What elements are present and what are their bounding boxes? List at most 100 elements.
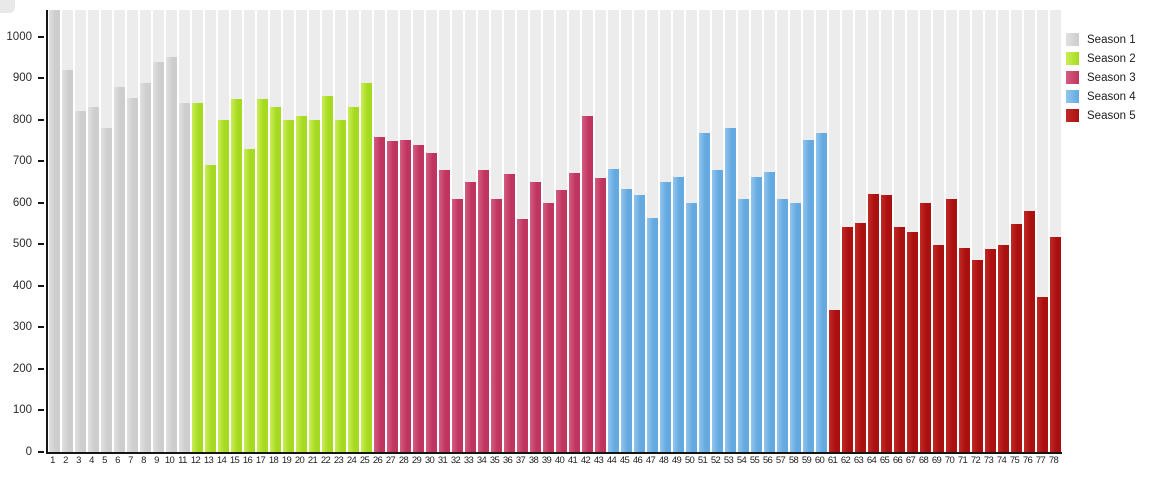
x-tick-label: 34 (476, 455, 487, 466)
bar-column (179, 10, 191, 452)
x-tick-label: 75 (1009, 455, 1020, 466)
bar (712, 170, 724, 452)
bar-column (959, 10, 971, 452)
bar-column (114, 10, 126, 452)
bar-column (920, 10, 932, 452)
bar (257, 99, 269, 452)
bar (270, 107, 282, 452)
x-tick-label: 77 (1035, 455, 1046, 466)
x-tick-label: 8 (141, 455, 146, 466)
bar (816, 132, 828, 452)
bar (1050, 236, 1062, 452)
bar-column (699, 10, 711, 452)
y-tick-mark (38, 451, 44, 453)
bar-column (127, 10, 139, 452)
bar (920, 202, 932, 452)
bar-column (205, 10, 217, 452)
bar-column (218, 10, 230, 452)
bar-column (894, 10, 906, 452)
bar-column (504, 10, 516, 452)
y-tick-label: 0 (25, 446, 32, 458)
bar-column (907, 10, 919, 452)
x-tick-label: 14 (216, 455, 227, 466)
x-tick-label: 11 (178, 455, 187, 466)
x-tick-label: 37 (515, 455, 526, 466)
legend-swatch (1066, 52, 1079, 65)
x-tick-label: 29 (411, 455, 422, 466)
bar-column (621, 10, 633, 452)
bar (855, 223, 867, 452)
x-tick-label: 73 (983, 455, 994, 466)
y-tick-label: 300 (12, 321, 32, 334)
bar (361, 83, 373, 452)
bar (88, 106, 100, 452)
bar-column (465, 10, 477, 452)
x-tick-label: 1 (50, 455, 55, 466)
bar-column (75, 10, 87, 452)
legend-swatch (1066, 90, 1079, 103)
bar-column (660, 10, 672, 452)
bar (777, 198, 789, 452)
bar (166, 57, 178, 452)
x-tick-label: 65 (879, 455, 890, 466)
x-tick-label: 69 (931, 455, 942, 466)
legend-row: Season 1 (1066, 30, 1136, 49)
bar (582, 115, 594, 452)
bar (231, 99, 243, 452)
y-tick-label: 900 (12, 72, 32, 85)
bar-column (530, 10, 542, 452)
x-tick-label: 28 (398, 455, 409, 466)
bar-column (855, 10, 867, 452)
x-tick-label: 2 (63, 455, 68, 466)
x-tick-label: 49 (671, 455, 682, 466)
x-tick-label: 42 (580, 455, 591, 466)
bar-column (1024, 10, 1036, 452)
x-tick-label: 15 (229, 455, 240, 466)
bar (179, 103, 191, 452)
bar-column (283, 10, 295, 452)
x-tick-label: 30 (424, 455, 435, 466)
bar-column (608, 10, 620, 452)
bar (218, 119, 230, 452)
x-tick-label: 76 (1022, 455, 1033, 466)
x-tick-label: 35 (489, 455, 500, 466)
x-tick-label: 25 (359, 455, 370, 466)
bar-column (140, 10, 152, 452)
bar (62, 69, 74, 452)
bar (140, 82, 152, 452)
x-tick-label: 64 (866, 455, 877, 466)
x-tick-label: 32 (450, 455, 461, 466)
x-tick-label: 39 (541, 455, 552, 466)
bar (452, 199, 464, 452)
x-tick-label: 36 (502, 455, 513, 466)
y-tick-label: 200 (12, 362, 32, 375)
bar (660, 181, 672, 452)
bar-column (153, 10, 165, 452)
x-tick-label: 55 (749, 455, 760, 466)
bar-column (62, 10, 74, 452)
x-tick-label: 51 (697, 455, 708, 466)
y-tick-label: 500 (12, 238, 32, 251)
bar-column (517, 10, 529, 452)
bar (842, 227, 854, 452)
bar-column (829, 10, 841, 452)
x-tick-label: 13 (203, 455, 214, 466)
x-tick-label: 52 (710, 455, 721, 466)
x-tick-label: 20 (294, 455, 305, 466)
x-tick-label: 53 (723, 455, 734, 466)
bar (530, 181, 542, 452)
y-tick-mark (38, 284, 44, 287)
y-tick-mark (38, 77, 44, 80)
x-tick-label: 17 (255, 455, 266, 466)
bar-column (322, 10, 334, 452)
bar (478, 169, 490, 452)
bar-column (712, 10, 724, 452)
bar-column (647, 10, 659, 452)
bar (491, 198, 503, 452)
y-tick-label: 700 (12, 155, 32, 168)
x-tick-label: 44 (606, 455, 617, 466)
x-tick-label: 66 (892, 455, 903, 466)
bar (543, 202, 555, 452)
bar (374, 136, 386, 452)
bar-column (348, 10, 360, 452)
